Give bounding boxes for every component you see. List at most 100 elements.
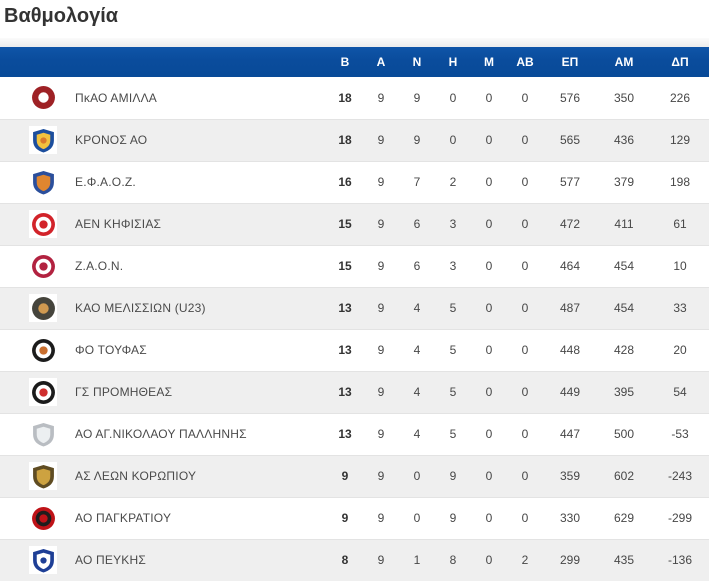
stat-wins: 0 (413, 469, 421, 483)
table-row[interactable]: ΑΟ ΠΑΓΚΡΑΤΙΟΥ 9 9 0 9 0 0 330 629 -299 (0, 497, 709, 539)
stat-losses: 8 (449, 553, 457, 568)
stat-points-for: 487 (559, 301, 581, 315)
stat-points: 13 (338, 343, 352, 357)
table-row[interactable]: ΠκΑΟ ΑΜΙΛΛΑ 18 9 9 0 0 0 576 350 226 (0, 77, 709, 119)
table-row[interactable]: ΑΟ ΑΓ.ΝΙΚΟΛΑΟΥ ΠΑΛΛΗΝΗΣ 13 9 4 5 0 0 447… (0, 413, 709, 455)
stat-point-diff: 54 (673, 385, 687, 399)
stat-points-against: 379 (613, 175, 635, 189)
table-row[interactable]: ΓΣ ΠΡΟΜΗΘΕΑΣ 13 9 4 5 0 0 449 395 54 (0, 371, 709, 413)
stat-wins: 4 (413, 343, 421, 357)
stat-points: 13 (338, 427, 352, 441)
stat-point-diff: 10 (673, 259, 687, 273)
stat-point-diff: 61 (673, 217, 687, 231)
stat-m: 0 (485, 553, 493, 568)
stat-m: 0 (485, 469, 493, 483)
stat-losses: 5 (449, 343, 457, 357)
stat-wins: 6 (413, 259, 421, 273)
stat-points-for: 299 (559, 553, 581, 568)
header-col-n: Ν (412, 55, 422, 69)
stat-points-for: 448 (559, 343, 581, 357)
stat-wins: 6 (413, 217, 421, 231)
team-name: ΑΟ ΠΑΓΚΡΑΤΙΟΥ (75, 511, 172, 525)
stat-games: 9 (377, 301, 385, 315)
stat-ab: 0 (521, 469, 529, 483)
stat-point-diff: -243 (667, 469, 693, 483)
table-row[interactable]: ΚΑΟ ΜΕΛΙΣΣΙΩΝ (U23) 13 9 4 5 0 0 487 454… (0, 287, 709, 329)
team-logo-icon (29, 83, 57, 112)
stat-points-against: 500 (613, 427, 635, 441)
stat-ab: 0 (521, 259, 529, 273)
header-col-b: Β (340, 55, 350, 69)
table-row[interactable]: ΦΟ ΤΟΥΦΑΣ 13 9 4 5 0 0 448 428 20 (0, 329, 709, 371)
stat-losses: 9 (449, 469, 457, 483)
stat-ab: 0 (521, 90, 529, 105)
stat-points-for: 449 (559, 385, 581, 399)
table-row[interactable]: ΑΕΝ ΚΗΦΙΣΙΑΣ 15 9 6 3 0 0 472 411 61 (0, 203, 709, 245)
team-cell: ΑΣ ΛΕΩΝ ΚΟΡΩΠΙΟΥ (0, 455, 327, 497)
stat-ab: 0 (521, 133, 529, 147)
stat-ab: 0 (521, 175, 529, 189)
table-row[interactable]: ΚΡΟΝΟΣ ΑΟ 18 9 9 0 0 0 565 436 129 (0, 119, 709, 161)
stat-games: 9 (377, 133, 385, 147)
team-name: ΚΑΟ ΜΕΛΙΣΣΙΩΝ (U23) (75, 301, 206, 315)
stat-points: 13 (338, 301, 352, 315)
stat-points: 8 (341, 553, 349, 568)
stat-points-against: 435 (613, 553, 635, 568)
stat-point-diff: 198 (669, 175, 691, 189)
header-col-am: ΑΜ (614, 55, 634, 69)
stat-m: 0 (485, 259, 493, 273)
standings-table: Β Α Ν Η Μ ΑΒ ΕΠ ΑΜ ΔΠ ΠκΑΟ ΑΜΙΛΛΑ 18 9 9… (0, 47, 709, 581)
table-row[interactable]: Ε.Φ.Α.Ο.Ζ. 16 9 7 2 0 0 577 379 198 (0, 161, 709, 203)
stat-point-diff: 20 (673, 343, 687, 357)
stat-point-diff: 226 (669, 90, 691, 105)
stat-points: 16 (338, 175, 352, 189)
stat-points-against: 395 (613, 385, 635, 399)
stat-m: 0 (485, 427, 493, 441)
header-team-column (0, 47, 327, 77)
table-row[interactable]: ΑΣ ΛΕΩΝ ΚΟΡΩΠΙΟΥ 9 9 0 9 0 0 359 602 -24… (0, 455, 709, 497)
table-row[interactable]: Ζ.Α.Ο.Ν. 15 9 6 3 0 0 464 454 10 (0, 245, 709, 287)
header-col-ab: ΑΒ (516, 55, 534, 69)
stat-m: 0 (485, 175, 493, 189)
team-logo-icon (29, 546, 57, 575)
header-col-ep: ΕΠ (561, 55, 579, 69)
team-logo-icon (29, 462, 57, 490)
stat-points-against: 629 (613, 511, 635, 525)
stat-wins: 9 (413, 133, 421, 147)
team-logo-icon (29, 126, 57, 154)
stat-points: 18 (338, 133, 352, 147)
stat-points-for: 447 (559, 427, 581, 441)
stat-wins: 4 (413, 427, 421, 441)
stat-point-diff: -53 (671, 427, 689, 441)
table-top-strip (0, 38, 709, 47)
stat-losses: 5 (449, 301, 457, 315)
stat-points-against: 602 (613, 469, 635, 483)
header-col-m: Μ (484, 55, 494, 69)
stat-points: 15 (338, 259, 352, 273)
team-name: ΑΟ ΠΕΥΚΗΣ (75, 553, 146, 568)
stat-points: 9 (341, 469, 349, 483)
team-logo-icon (29, 210, 57, 238)
team-cell: ΦΟ ΤΟΥΦΑΣ (0, 329, 327, 371)
stat-points-for: 576 (559, 90, 581, 105)
stat-m: 0 (485, 217, 493, 231)
team-cell: ΑΕΝ ΚΗΦΙΣΙΑΣ (0, 203, 327, 245)
stat-wins: 9 (413, 90, 421, 105)
stat-points-against: 436 (613, 133, 635, 147)
team-cell: ΑΟ ΑΓ.ΝΙΚΟΛΑΟΥ ΠΑΛΛΗΝΗΣ (0, 413, 327, 455)
team-name: ΚΡΟΝΟΣ ΑΟ (75, 133, 148, 147)
stat-m: 0 (485, 385, 493, 399)
stat-ab: 0 (521, 427, 529, 441)
stat-games: 9 (377, 343, 385, 357)
team-logo-icon (29, 378, 57, 406)
stat-m: 0 (485, 511, 493, 525)
page-title: Βαθμολογία (4, 5, 119, 27)
stat-games: 9 (377, 427, 385, 441)
stat-losses: 9 (449, 511, 457, 525)
stat-games: 9 (377, 175, 385, 189)
stat-point-diff: -136 (667, 553, 693, 568)
team-name: ΓΣ ΠΡΟΜΗΘΕΑΣ (75, 385, 173, 399)
stat-m: 0 (485, 90, 493, 105)
table-row[interactable]: ΑΟ ΠΕΥΚΗΣ 8 9 1 8 0 2 299 435 -136 (0, 539, 709, 581)
team-cell: Ζ.Α.Ο.Ν. (0, 245, 327, 287)
